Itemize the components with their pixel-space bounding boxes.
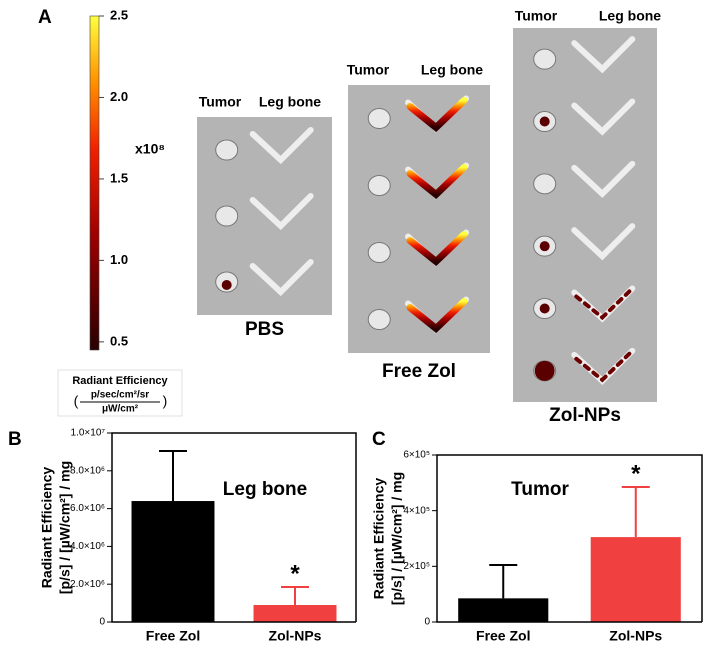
column-header: Leg bone xyxy=(599,8,661,24)
y-axis-label: [p/s] / [µW/cm²] / mg xyxy=(389,472,405,605)
unit-box xyxy=(57,369,183,417)
bar xyxy=(590,537,681,622)
column-header: Tumor xyxy=(515,8,558,24)
bone-tissue xyxy=(571,160,636,198)
paren: ) xyxy=(163,393,168,409)
bone-tissue xyxy=(249,193,314,231)
bar xyxy=(458,598,549,622)
y-tick-label: 4×10⁵ xyxy=(403,505,430,516)
chart-title: Leg bone xyxy=(223,479,307,500)
tumor-tissue xyxy=(367,175,391,196)
tumor-tissue xyxy=(533,173,557,195)
paren: ( xyxy=(74,393,79,409)
ex-vivo-image xyxy=(348,85,490,353)
x-tick-label: Free Zol xyxy=(146,628,200,644)
bone-signal xyxy=(406,164,468,200)
tumor-signal xyxy=(539,241,550,252)
tumor-signal xyxy=(539,116,550,127)
tumor-signal xyxy=(539,303,550,314)
tumor-tissue xyxy=(367,242,391,263)
x-tick-label: Free Zol xyxy=(476,628,530,644)
bone-tissue xyxy=(249,259,314,297)
group-label: Free Zol xyxy=(382,361,456,382)
panel-label: B xyxy=(8,429,22,450)
y-tick-label: 0 xyxy=(424,617,430,628)
panel-label: A xyxy=(38,7,52,28)
y-tick-label: 8.0×10⁶ xyxy=(70,465,105,476)
bone-tissue xyxy=(571,98,636,136)
y-axis-label: Radiant Efficiency xyxy=(39,467,55,589)
group-label: PBS xyxy=(245,319,284,340)
bone-signal xyxy=(406,298,468,334)
column-header: Leg bone xyxy=(421,62,483,78)
y-tick-label: 6×10⁵ xyxy=(403,450,430,461)
x-tick-label: Zol-NPs xyxy=(269,628,322,644)
column-header: Tumor xyxy=(199,94,242,110)
y-tick-label: 1.0×10⁷ xyxy=(71,428,106,439)
y-tick-label: 2×10⁵ xyxy=(403,561,430,572)
y-tick-label: 6.0×10⁶ xyxy=(70,503,105,514)
bone-signal xyxy=(406,97,468,133)
bar xyxy=(253,604,337,622)
column-header: Tumor xyxy=(347,62,390,78)
group-label: Zol-NPs xyxy=(549,405,621,426)
bone-signal xyxy=(574,288,633,321)
axis-frame xyxy=(111,432,357,623)
y-tick-label: 4.0×10⁶ xyxy=(70,541,105,552)
chart-title: Tumor xyxy=(511,479,569,500)
y-axis-label: Radiant Efficiency xyxy=(371,478,387,600)
colorbar-tick-label: 2.5 xyxy=(110,7,128,22)
colorbar-tick-label: 1.5 xyxy=(110,170,128,185)
bone-tissue xyxy=(249,127,314,165)
y-axis-label: [p/s] / [µW/cm²] / mg xyxy=(57,461,73,594)
bar xyxy=(131,501,215,622)
column-header: Leg bone xyxy=(259,94,321,110)
ex-vivo-image xyxy=(513,28,657,402)
bone-tissue xyxy=(571,223,636,261)
colorbar-tick-label: 2.0 xyxy=(110,89,128,104)
y-tick-label: 2.0×10⁶ xyxy=(70,579,105,590)
tumor-tissue xyxy=(215,205,239,227)
unit-numerator: p/sec/cm²/sr xyxy=(91,390,149,401)
unit-title: Radiant Efficiency xyxy=(72,375,168,387)
bone-signal xyxy=(574,350,633,383)
tumor-tissue xyxy=(533,48,557,70)
axis-frame xyxy=(436,454,703,623)
tumor-tissue xyxy=(367,108,391,129)
bone-signal xyxy=(406,231,468,267)
x-tick-label: Zol-NPs xyxy=(609,628,662,644)
y-tick-label: 0 xyxy=(99,617,105,628)
tumor-signal xyxy=(534,360,555,381)
colorbar-tick-label: 0.5 xyxy=(110,333,128,348)
tumor-signal xyxy=(221,280,232,290)
tumor-tissue xyxy=(215,139,239,161)
panel-label: C xyxy=(372,429,386,450)
colorbar-multiplier: x10⁸ xyxy=(135,141,165,157)
colorbar xyxy=(89,15,100,351)
tumor-tissue xyxy=(367,309,391,330)
unit-denominator: μW/cm² xyxy=(102,404,139,415)
significance: * xyxy=(290,560,300,587)
significance: * xyxy=(631,460,641,487)
colorbar-tick-label: 1.0 xyxy=(110,252,128,267)
bone-tissue xyxy=(571,36,636,74)
